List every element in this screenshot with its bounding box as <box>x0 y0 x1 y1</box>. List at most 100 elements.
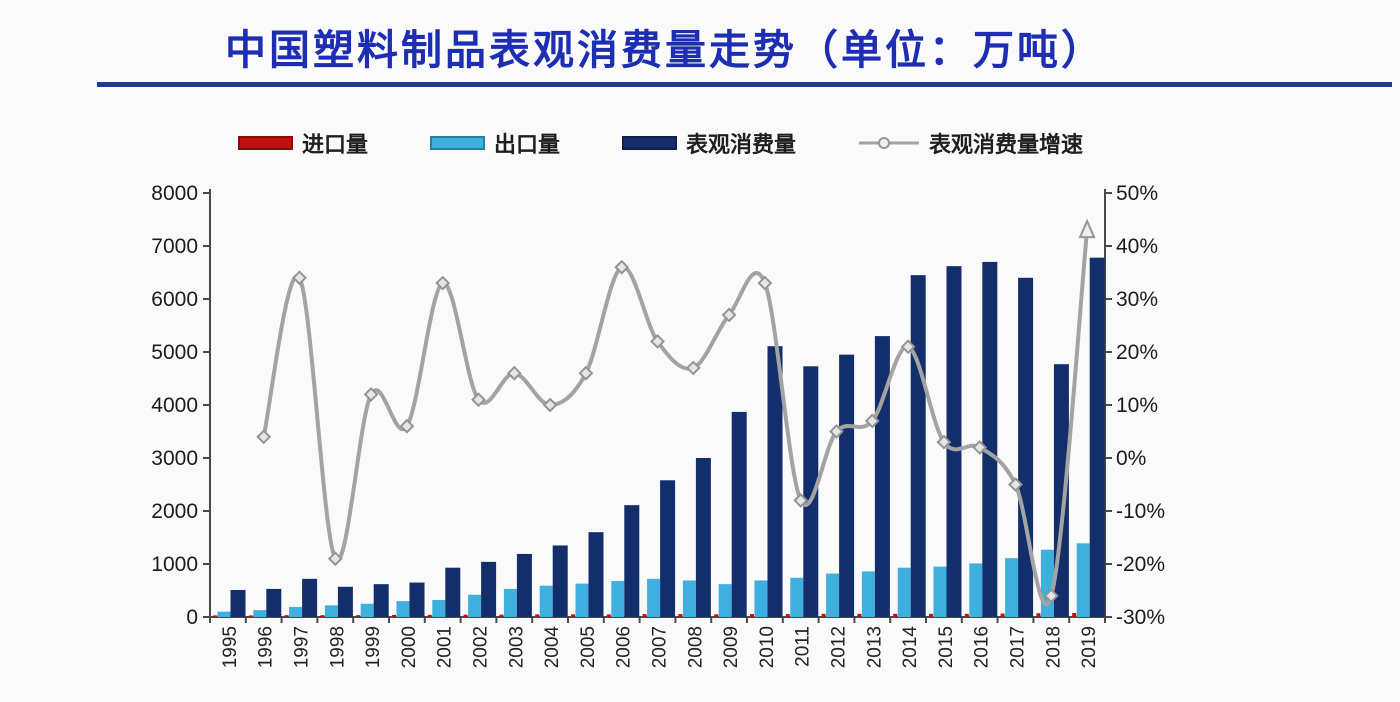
bar-imports-2011 <box>785 614 790 617</box>
bar-exports-2010 <box>754 580 768 617</box>
chart-title: 中国塑料制品表观消费量走势（单位：万吨） <box>225 27 1105 73</box>
bar-consumption-2016 <box>982 261 998 617</box>
y-right-tick-label: -30% <box>1116 606 1165 629</box>
growth-marker-2007 <box>650 333 665 349</box>
y-right-tick-label: -20% <box>1116 553 1165 576</box>
bar-consumption-2007 <box>660 480 676 617</box>
growth-marker-2012 <box>829 424 844 439</box>
x-tick-label-2000: 2000 <box>399 626 420 668</box>
growth-marker-2017 <box>1008 477 1023 492</box>
imports-bar-swatch-icon <box>238 136 293 150</box>
consumption-bar-swatch-icon <box>622 136 678 150</box>
growth-marker-2003 <box>506 365 522 381</box>
bar-exports-2002 <box>468 594 482 617</box>
x-tick-label-2014: 2014 <box>900 626 921 669</box>
growth-marker-2001 <box>435 275 451 291</box>
bar-imports-1995 <box>213 615 217 617</box>
growth-marker-2013 <box>864 413 880 429</box>
bar-consumption-2015 <box>946 266 962 617</box>
legend-label-growth: 表观消费量增速 <box>929 132 1084 157</box>
bar-exports-2014 <box>897 567 911 617</box>
growth-marker-2018 <box>1043 588 1059 604</box>
legend-item-exports: 出口量 <box>430 127 560 159</box>
bar-imports-2012 <box>821 613 826 617</box>
x-tick-label-2008: 2008 <box>685 626 706 668</box>
x-tick-label-1995: 1995 <box>220 626 241 668</box>
bar-exports-2015 <box>933 566 947 617</box>
growth-marker-2010 <box>757 275 773 291</box>
x-tick-label-2002: 2002 <box>471 626 492 668</box>
bar-consumption-2006 <box>624 505 640 617</box>
y-right-tick-label: 30% <box>1116 288 1158 311</box>
bar-exports-1999 <box>360 603 374 617</box>
x-tick-label-1999: 1999 <box>363 626 384 668</box>
bar-exports-1995 <box>217 611 231 617</box>
bar-imports-2005 <box>571 614 575 617</box>
bar-imports-2006 <box>606 614 611 617</box>
bar-exports-2011 <box>790 577 804 617</box>
growth-arrow-marker-2019 <box>1078 218 1096 239</box>
bar-exports-2004 <box>539 585 553 617</box>
bar-consumption-2010 <box>767 346 783 617</box>
x-tick-label-2007: 2007 <box>650 626 671 668</box>
bar-exports-2016 <box>969 563 983 617</box>
bar-imports-2016 <box>964 613 969 617</box>
bar-exports-2006 <box>611 580 625 617</box>
bar-consumption-2019 <box>1089 257 1105 617</box>
growth-marker-2009 <box>721 307 737 323</box>
bar-imports-1997 <box>284 615 289 617</box>
growth-marker-2011 <box>793 492 809 508</box>
x-tick-label-2015: 2015 <box>936 626 957 668</box>
y-right-tick-label: 0% <box>1116 447 1146 470</box>
bar-consumption-2013 <box>874 336 890 617</box>
bar-exports-2005 <box>575 583 589 617</box>
bar-exports-1996 <box>253 610 267 617</box>
bar-exports-2003 <box>503 588 517 617</box>
bar-consumption-2004 <box>552 545 568 617</box>
y-right-tick-label: 20% <box>1116 341 1158 364</box>
bar-consumption-2012 <box>839 354 855 617</box>
growth-marker-1996 <box>256 429 272 445</box>
growth-marker-1998 <box>327 551 343 567</box>
growth-marker-1999 <box>363 386 379 402</box>
y-left-tick-label: 2000 <box>151 500 198 523</box>
bar-consumption-2002 <box>481 561 497 617</box>
bar-imports-2019 <box>1072 613 1077 617</box>
y-right-tick-label: 50% <box>1116 182 1158 205</box>
x-tick-label-2009: 2009 <box>721 626 742 668</box>
bar-consumption-2000 <box>409 582 425 617</box>
bar-consumption-1996 <box>266 588 282 617</box>
bar-imports-2010 <box>750 614 754 617</box>
bar-imports-2001 <box>427 614 432 617</box>
bar-consumption-2005 <box>588 532 604 617</box>
bar-exports-2007 <box>647 578 661 617</box>
growth-line-marker-icon <box>859 137 920 149</box>
x-tick-label-1996: 1996 <box>256 626 277 668</box>
growth-marker-2004 <box>542 397 558 413</box>
bar-exports-2001 <box>432 600 446 617</box>
y-left-tick-label: 0 <box>186 606 198 629</box>
growth-marker-2016 <box>972 439 988 455</box>
x-tick-label-2016: 2016 <box>972 626 993 668</box>
x-tick-label-1997: 1997 <box>292 626 313 668</box>
x-tick-label-2018: 2018 <box>1043 626 1064 668</box>
x-tick-label-2011: 2011 <box>793 626 814 667</box>
bar-consumption-2003 <box>516 553 532 617</box>
bar-consumption-2009 <box>731 411 747 617</box>
y-right-tick-label: 10% <box>1116 394 1158 417</box>
x-tick-label-2010: 2010 <box>757 626 778 668</box>
bar-consumption-2008 <box>695 458 711 617</box>
x-tick-label-2019: 2019 <box>1079 626 1100 668</box>
x-tick-label-2005: 2005 <box>578 626 599 668</box>
x-tick-label-2006: 2006 <box>614 626 635 668</box>
bar-imports-2003 <box>499 614 504 617</box>
bar-exports-2000 <box>396 601 410 617</box>
bar-imports-2009 <box>714 614 719 617</box>
y-right-tick-label: 40% <box>1116 235 1158 258</box>
bar-exports-1998 <box>324 605 338 617</box>
legend-item-consumption: 表观消费量 <box>622 127 796 159</box>
bar-exports-2013 <box>861 571 875 617</box>
legend-item-imports: 进口量 <box>238 127 368 159</box>
exports-bar-swatch-icon <box>430 136 486 150</box>
